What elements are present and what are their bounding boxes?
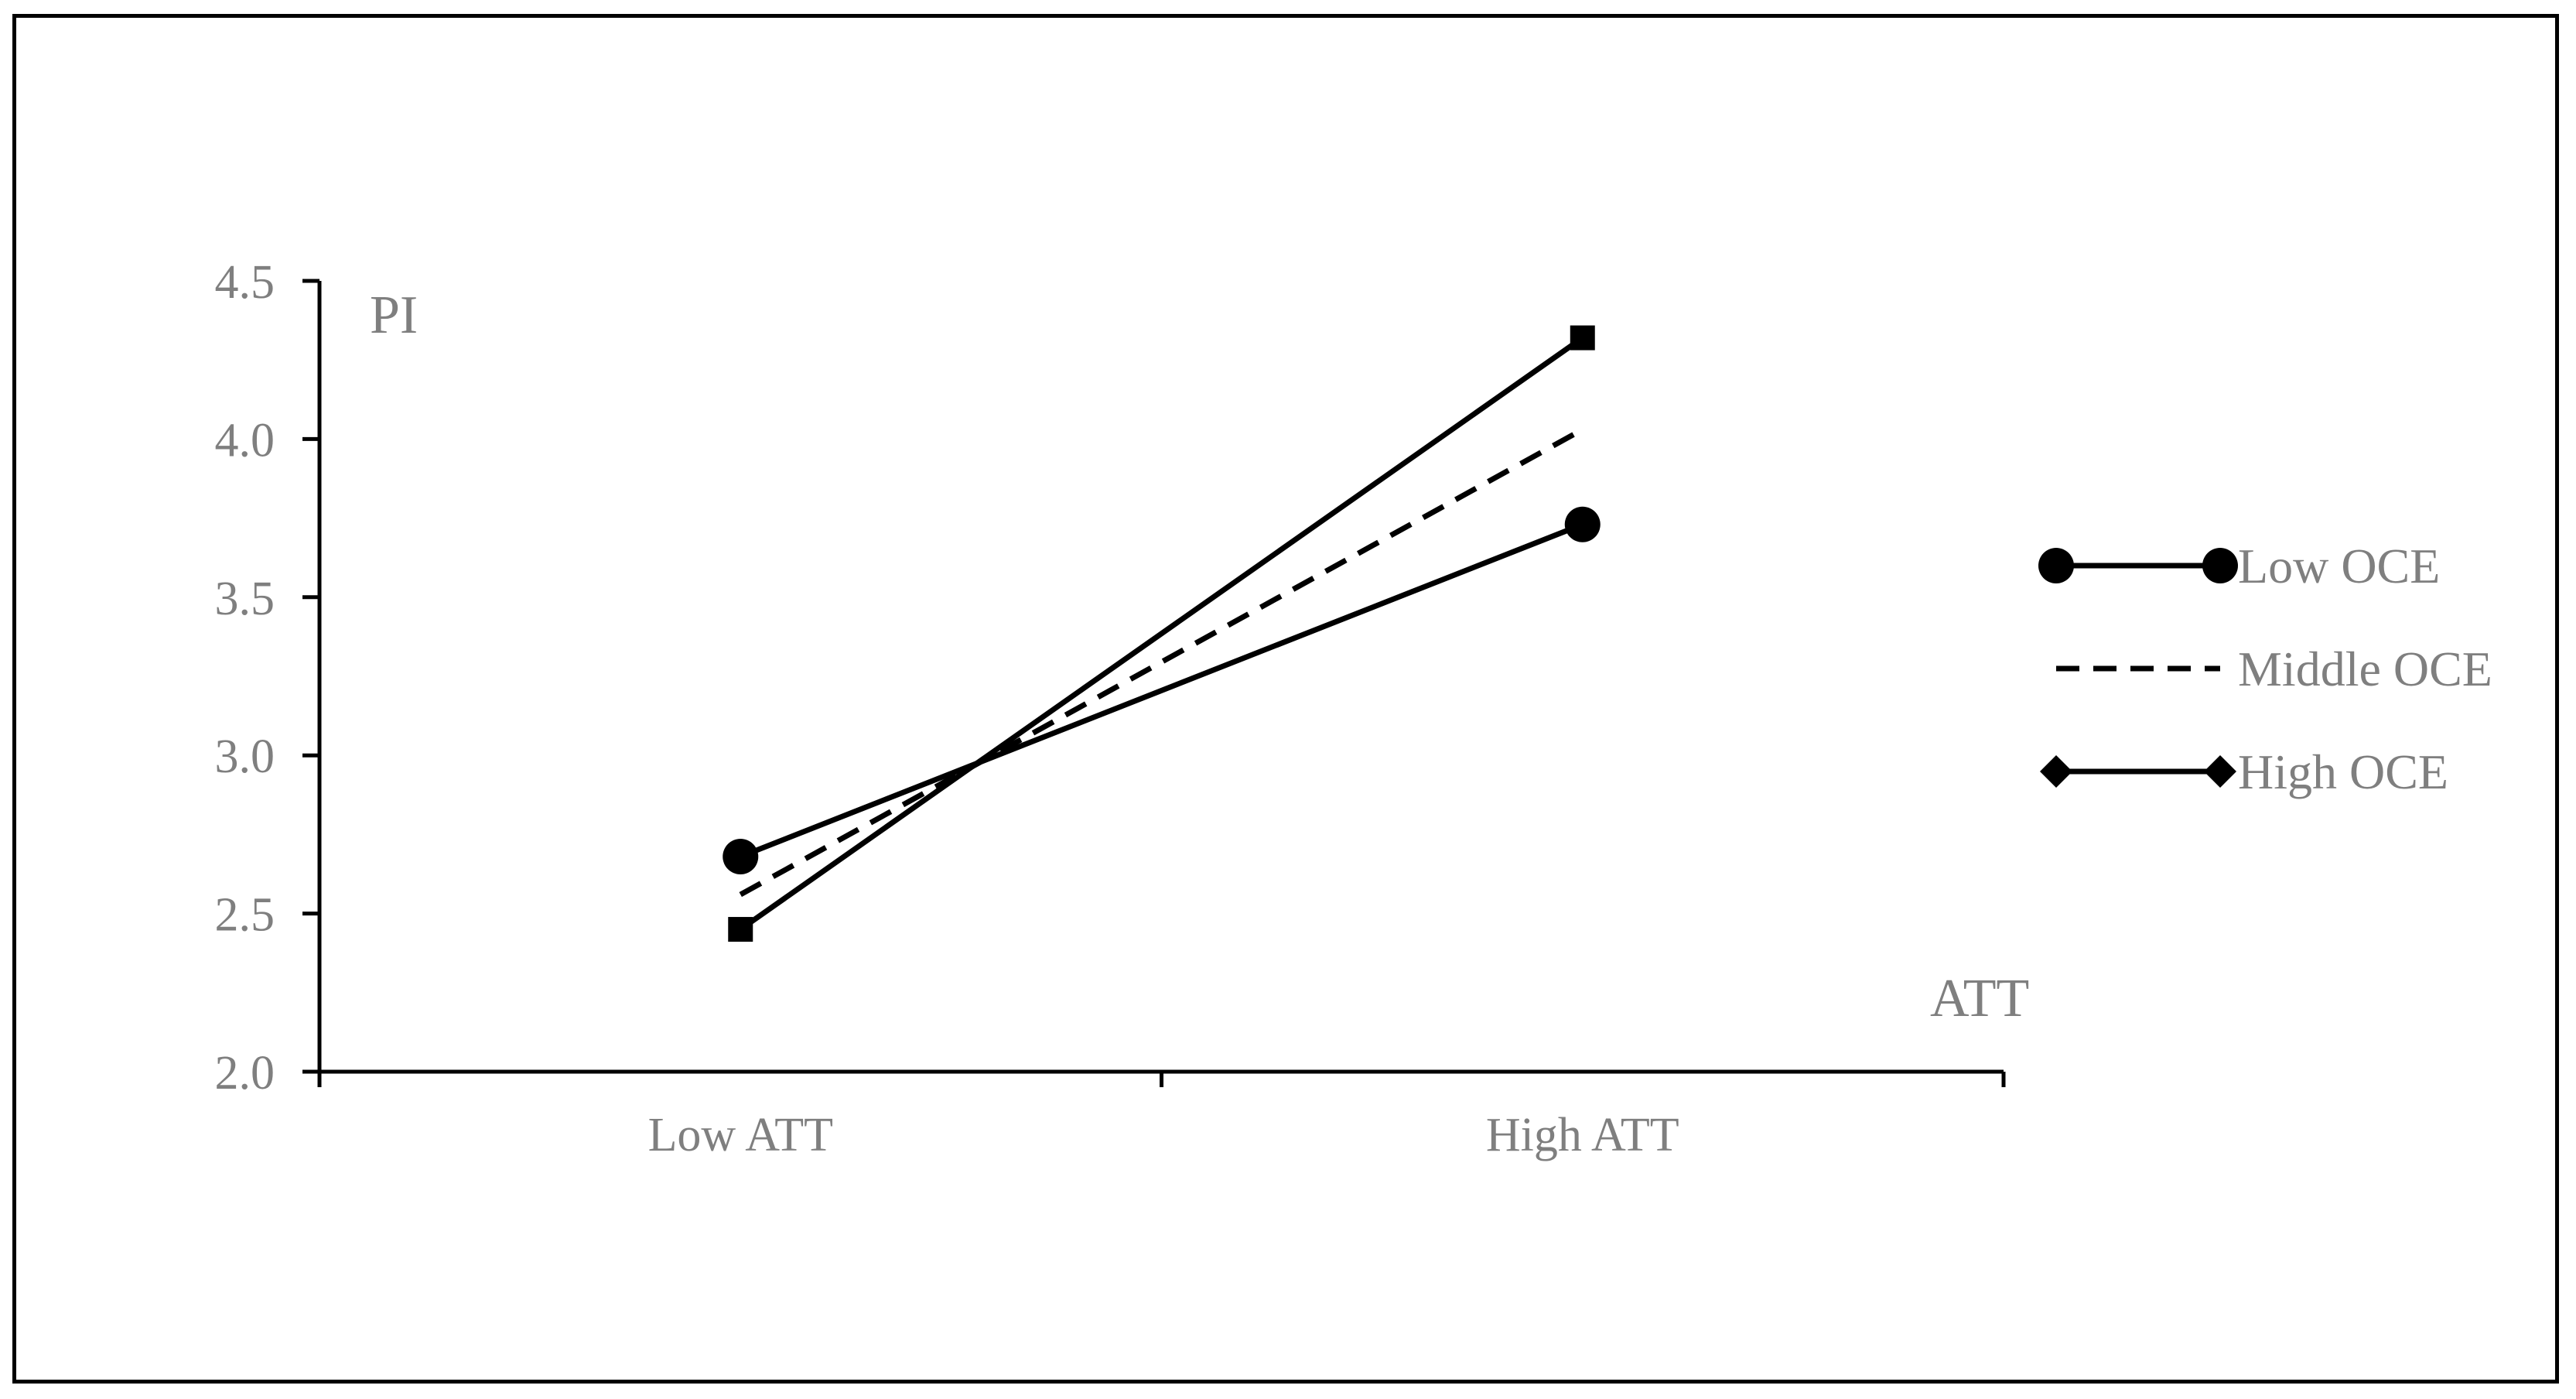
x-category-label: High ATT (1486, 1109, 1679, 1161)
diamond-marker (2204, 755, 2236, 788)
series-middle-oce (739, 427, 1584, 898)
legend-item: Middle OCE (2056, 641, 2492, 696)
legend-label: Middle OCE (2238, 641, 2492, 696)
y-tick-label: 4.0 (215, 414, 275, 467)
circle-marker (723, 839, 759, 875)
y-tick-label: 2.0 (215, 1047, 275, 1100)
series-line (739, 522, 1584, 860)
square-marker (728, 917, 753, 942)
legend-label: High OCE (2238, 744, 2448, 799)
series-high-oce (728, 325, 1595, 942)
legend-item: Low OCE (2038, 539, 2440, 593)
series-line (739, 335, 1584, 932)
legend-label: Low OCE (2238, 539, 2440, 593)
diamond-marker (2040, 755, 2072, 788)
series-layer (723, 325, 1601, 942)
chart-frame (12, 14, 2559, 1384)
y-tick-label: 3.0 (215, 730, 275, 783)
series-line (739, 427, 1584, 898)
y-tick-label: 2.5 (215, 889, 275, 942)
square-marker (1570, 325, 1595, 351)
series-low-oce (723, 506, 1601, 875)
x-category-label: Low ATT (648, 1109, 833, 1161)
y-tick-label: 4.5 (215, 256, 275, 309)
legend: Low OCE Middle OCE High OCE (2038, 539, 2492, 799)
y-axis-title: PI (370, 286, 418, 345)
circle-marker (2202, 548, 2238, 583)
x-ticks: Low ATT High ATT (317, 1072, 2006, 1161)
legend-item: High OCE (2040, 744, 2448, 799)
x-axis-title: ATT (1930, 969, 2029, 1028)
axes (317, 281, 2004, 1074)
circle-marker (1564, 506, 1601, 542)
y-ticks: 2.0 2.5 3.0 3.5 4.0 4.5 (215, 256, 319, 1100)
y-tick-label: 3.5 (215, 573, 275, 625)
circle-marker (2038, 548, 2074, 583)
